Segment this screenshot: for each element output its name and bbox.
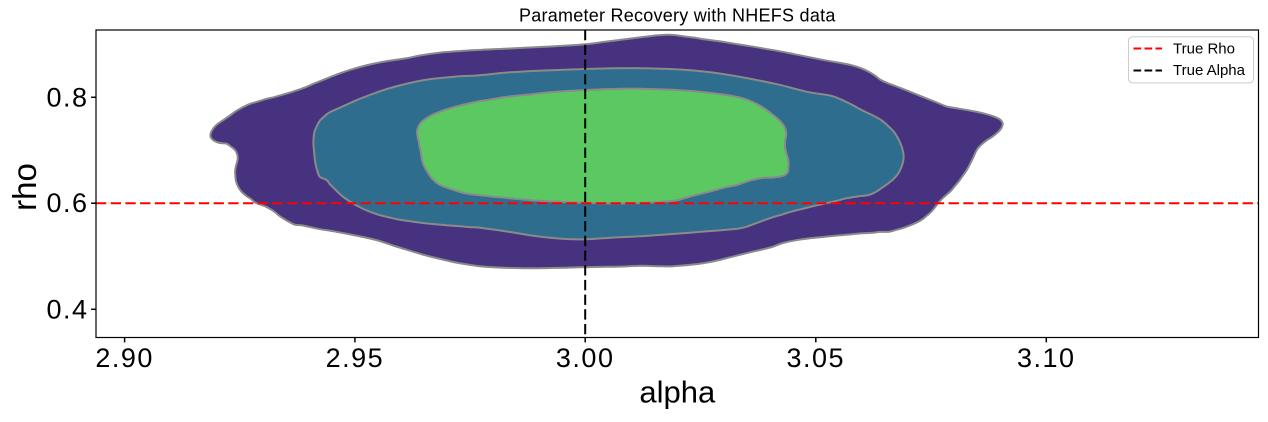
svg-text:2.90: 2.90	[95, 343, 154, 373]
svg-text:2.95: 2.95	[326, 343, 385, 373]
svg-text:0.4: 0.4	[46, 294, 88, 324]
svg-text:True Rho: True Rho	[1173, 41, 1235, 58]
svg-text:3.00: 3.00	[556, 343, 615, 373]
svg-text:3.05: 3.05	[787, 343, 846, 373]
svg-text:alpha: alpha	[639, 375, 716, 410]
svg-text:3.10: 3.10	[1017, 343, 1076, 373]
svg-text:0.8: 0.8	[46, 82, 88, 112]
svg-text:True Alpha: True Alpha	[1173, 62, 1246, 79]
svg-text:rho: rho	[6, 163, 43, 211]
svg-text:0.6: 0.6	[46, 188, 88, 218]
svg-text:Parameter Recovery with NHEFS: Parameter Recovery with NHEFS data	[519, 6, 836, 26]
